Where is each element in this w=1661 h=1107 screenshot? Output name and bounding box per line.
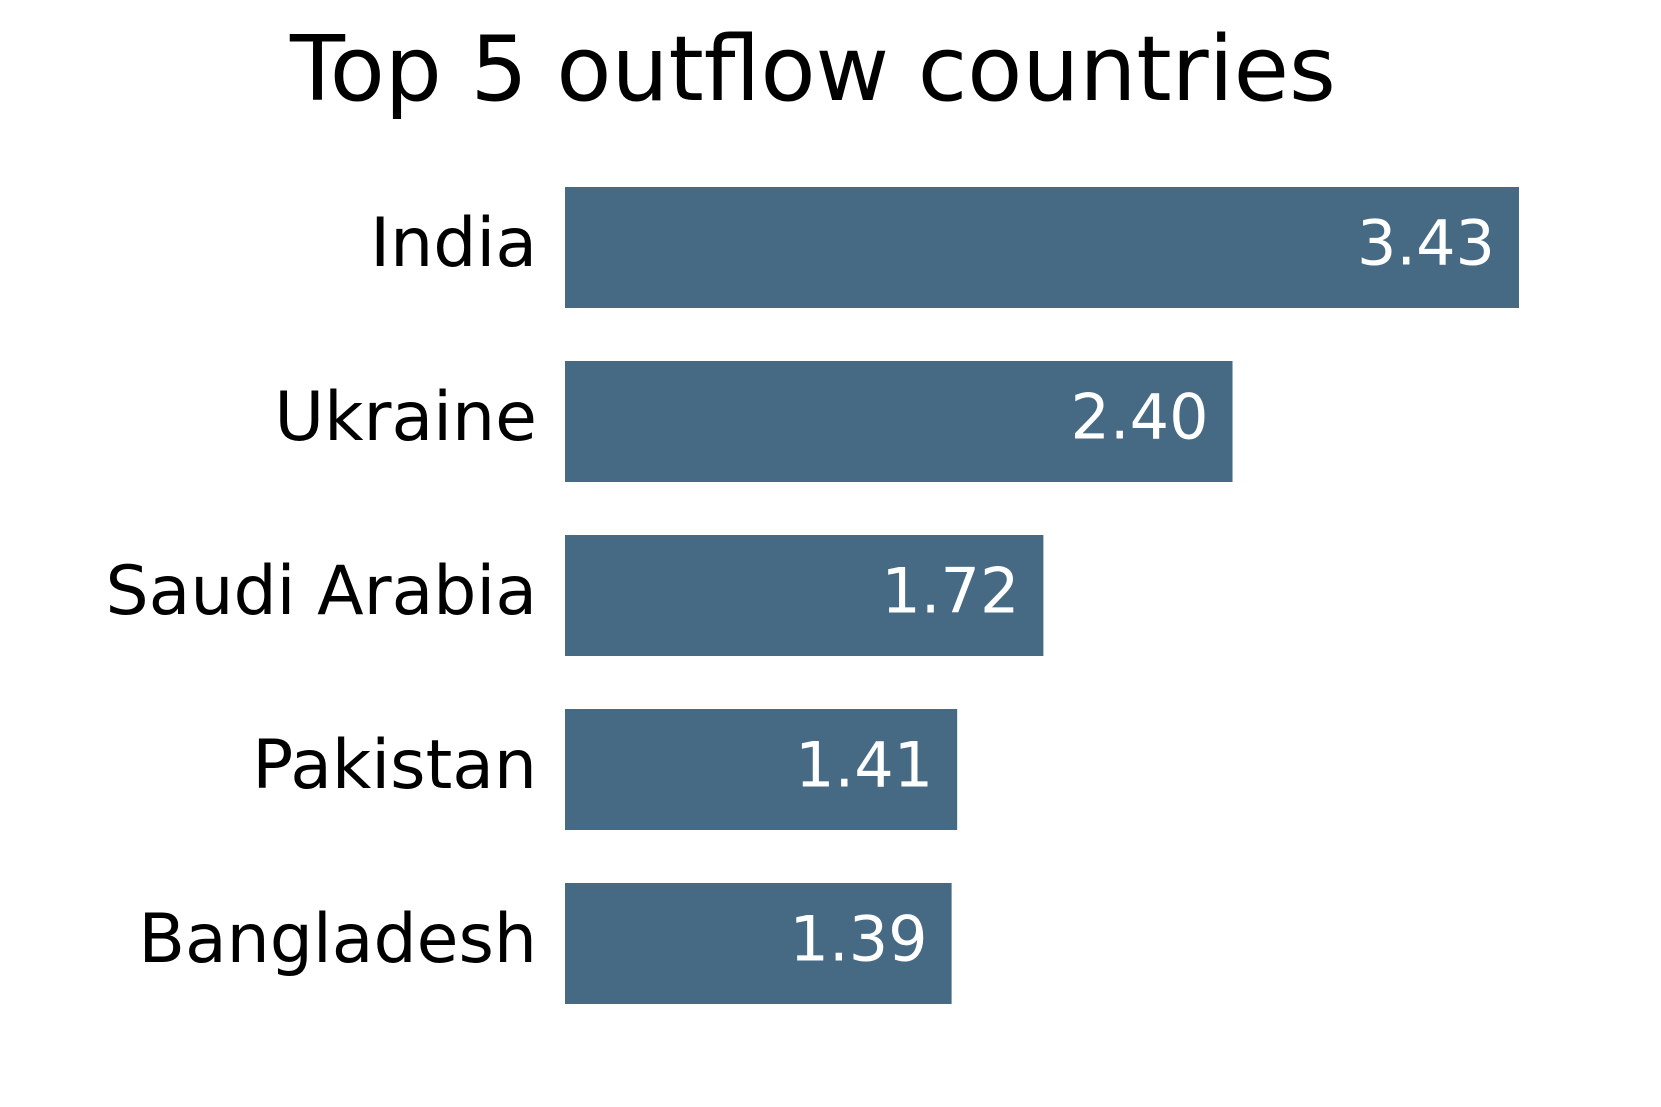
category-label: Bangladesh bbox=[138, 900, 537, 979]
bar bbox=[565, 187, 1519, 308]
value-label: 1.72 bbox=[881, 555, 1019, 628]
category-label: India bbox=[370, 204, 537, 283]
value-label: 1.39 bbox=[790, 903, 928, 976]
category-label: Ukraine bbox=[274, 378, 537, 457]
value-label: 2.40 bbox=[1070, 381, 1208, 454]
bar bbox=[565, 709, 958, 830]
category-label: Pakistan bbox=[252, 726, 537, 805]
bar bbox=[565, 883, 952, 1004]
bar bbox=[565, 361, 1233, 482]
value-label: 1.41 bbox=[795, 729, 933, 802]
category-label: Saudi Arabia bbox=[106, 552, 537, 631]
value-label: 3.43 bbox=[1357, 207, 1495, 280]
bar bbox=[565, 535, 1044, 656]
chart-title: Top 5 outflow countries bbox=[289, 17, 1336, 122]
